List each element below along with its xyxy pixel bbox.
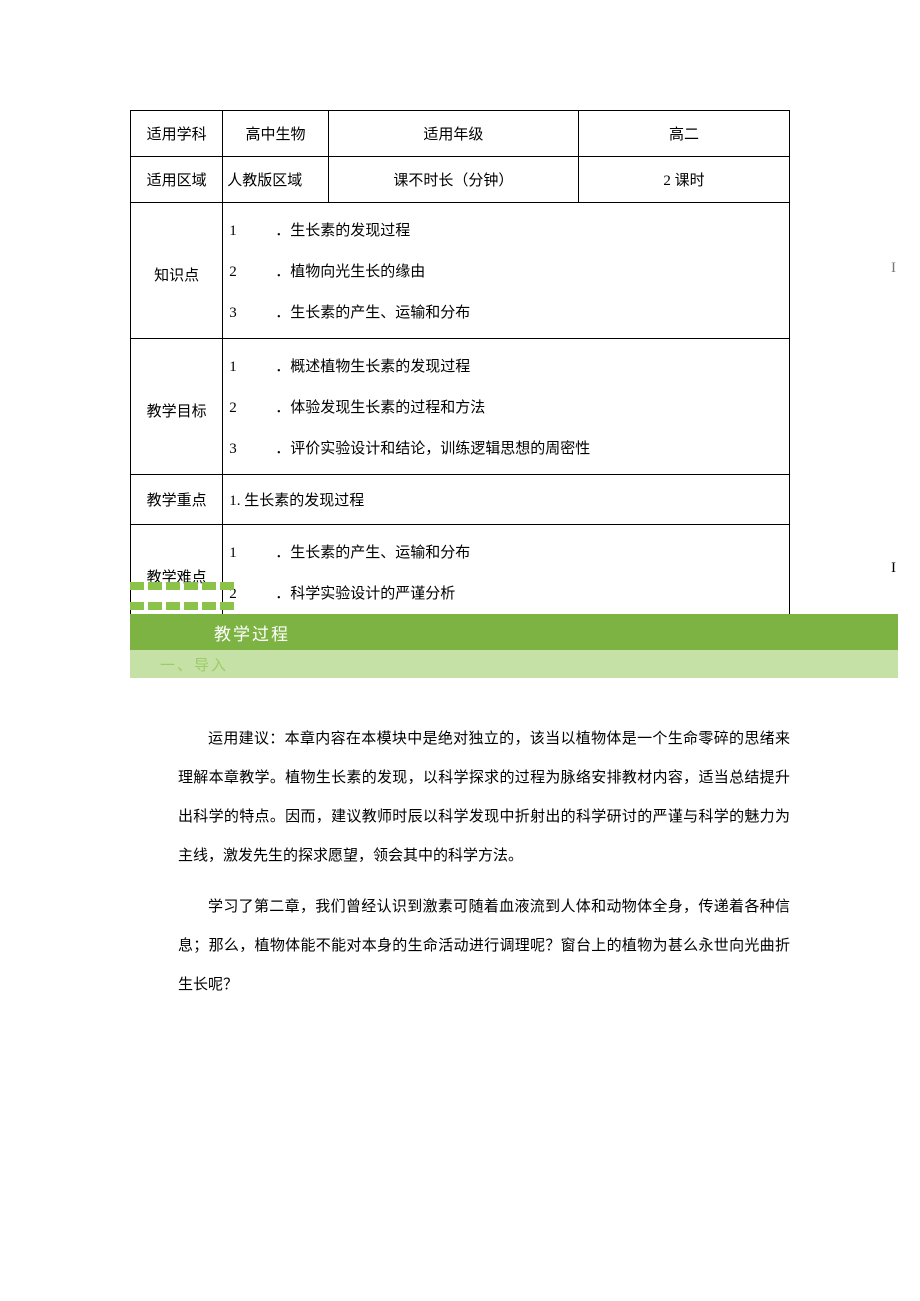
cell-duration-value: 2 课时 (579, 157, 790, 203)
cell-region-value: 人教版区域 (223, 157, 328, 203)
cell-goals-list: 1 ．概述植物生长素的发现过程 2 ．体验发现生长素的过程和方法 3 ．评价实验设计和… (223, 339, 790, 475)
item-num: 2 (229, 264, 239, 281)
item-text: ．生长素的产生、运输和分布 (275, 541, 470, 562)
list-item: 3 ．评价实验设计和结论，训练逻辑思想的周密性 (227, 427, 779, 468)
item-num: 2 (229, 400, 239, 417)
section-bar-sub: 一、导入 (130, 650, 898, 678)
list-item: 2 ．植物向光生长的缘由 (227, 250, 779, 291)
cell-subject-value: 高中生物 (223, 111, 328, 157)
cell-knowledge-label: 知识点 (131, 203, 223, 339)
section-bar-title: 教学过程 (214, 620, 290, 645)
dash-row (130, 582, 236, 590)
cell-goals-label: 教学目标 (131, 339, 223, 475)
item-num: 1 (229, 223, 239, 240)
paragraph: 学习了第二章，我们曾经认识到激素可随着血液流到人体和动物体全身，传递着各种信息；… (178, 888, 790, 1005)
table-row: 适用学科 高中生物 适用年级 高二 (131, 111, 790, 157)
item-text: ．植物向光生长的缘由 (275, 260, 425, 281)
item-num: 1 (229, 545, 239, 562)
cell-focus-text: 1. 生长素的发现过程 (223, 475, 790, 525)
cell-region-label: 适用区域 (131, 157, 223, 203)
item-num: 1 (229, 359, 239, 376)
item-text: ．生长素的产生、运输和分布 (275, 301, 470, 322)
table-row: 教学重点 1. 生长素的发现过程 (131, 475, 790, 525)
meta-table: 适用学科 高中生物 适用年级 高二 适用区域 人教版区域 课不时长（分钟） 2 … (130, 110, 790, 619)
cell-knowledge-list: 1 ．生长素的发现过程 2 ．植物向光生长的缘由 3 ．生长素的产生、运输和分布 (223, 203, 790, 339)
list-item: 1 ．生长素的发现过程 (227, 209, 779, 250)
decorative-dashes (130, 582, 236, 610)
list-item: 2．科学实验设计的严谨分析 (227, 572, 779, 613)
item-text: ．概述植物生长素的发现过程 (275, 355, 470, 376)
margin-mark: I (891, 260, 896, 277)
table-row: 教学目标 1 ．概述植物生长素的发现过程 2 ．体验发现生长素的过程和方法 3 ．评价… (131, 339, 790, 475)
margin-mark: I (891, 560, 896, 577)
item-text: ．生长素的发现过程 (275, 219, 410, 240)
paragraph: 运用建议：本章内容在本模块中是绝对独立的，该当以植物体是一个生命零碎的思绪来理解… (178, 720, 790, 876)
cell-difficulty-list: 1 ．生长素的产生、运输和分布 2．科学实验设计的严谨分析 (223, 525, 790, 620)
item-text: ．评价实验设计和结论，训练逻辑思想的周密性 (275, 437, 590, 458)
cell-grade-label: 适用年级 (328, 111, 578, 157)
item-num: 3 (229, 441, 239, 458)
cell-duration-label: 课不时长（分钟） (328, 157, 578, 203)
cell-grade-value: 高二 (579, 111, 790, 157)
section-bar-sub-title: 一、导入 (160, 654, 228, 675)
list-item: 2 ．体验发现生长素的过程和方法 (227, 386, 779, 427)
dash-row (130, 602, 236, 610)
item-text: ．体验发现生长素的过程和方法 (275, 396, 485, 417)
body-text: 运用建议：本章内容在本模块中是绝对独立的，该当以植物体是一个生命零碎的思绪来理解… (178, 720, 790, 1017)
page-content: 适用学科 高中生物 适用年级 高二 适用区域 人教版区域 课不时长（分钟） 2 … (0, 0, 920, 619)
cell-subject-label: 适用学科 (131, 111, 223, 157)
table-row: 适用区域 人教版区域 课不时长（分钟） 2 课时 (131, 157, 790, 203)
list-item: 3 ．生长素的产生、运输和分布 (227, 291, 779, 332)
list-item: 1 ．生长素的产生、运输和分布 (227, 531, 779, 572)
list-item: 1 ．概述植物生长素的发现过程 (227, 345, 779, 386)
section-bar-main: 教学过程 (130, 614, 898, 650)
item-num: 3 (229, 305, 239, 322)
item-text: ．科学实验设计的严谨分析 (275, 582, 455, 603)
cell-focus-label: 教学重点 (131, 475, 223, 525)
table-row: 知识点 1 ．生长素的发现过程 2 ．植物向光生长的缘由 3 ．生长素的产生、运输和分… (131, 203, 790, 339)
